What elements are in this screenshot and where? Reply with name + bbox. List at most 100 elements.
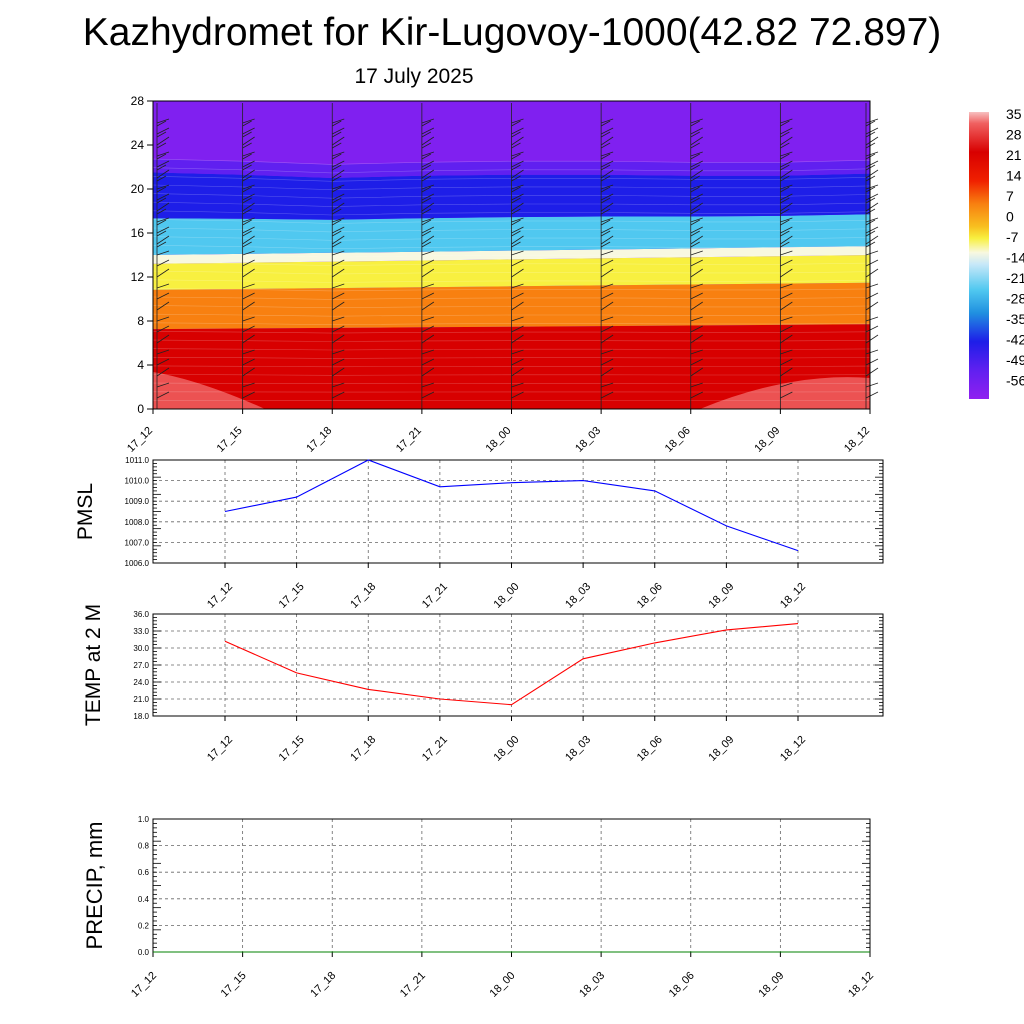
wind-barb: [421, 142, 432, 149]
wind-barb: [511, 169, 524, 179]
wind-barb: [332, 283, 345, 289]
wind-barb: [600, 160, 614, 168]
wind-barb: [690, 219, 700, 226]
x-tick-label: 18_12: [846, 970, 876, 1000]
colorbar-labels: 35 28 21 14 7 0 -7 -14 -21 -28 -35 -42 -49 -56: [1006, 106, 1024, 389]
x-tick-label: 17_15: [215, 425, 245, 455]
wind-barb: [690, 259, 703, 267]
series-line: [224, 623, 799, 706]
wind-barb: [780, 241, 790, 248]
wind-barb: [242, 186, 252, 193]
colorbar-label: 0: [1006, 209, 1014, 225]
wind-barb: [156, 283, 170, 289]
y-tick-label: 0.2: [138, 921, 150, 930]
wind-barb: [332, 349, 345, 355]
wind-barb: [332, 235, 345, 245]
wind-barb: [865, 151, 879, 157]
wind-barb: [156, 325, 170, 333]
wind-barb: [332, 164, 342, 171]
wind-barb: [600, 226, 614, 234]
wind-barb: [511, 334, 524, 344]
wind-barb: [780, 235, 793, 245]
wind-barb: [690, 226, 703, 234]
wind-barb: [690, 142, 700, 149]
wind-barb: [600, 241, 611, 248]
wind-barb: [511, 127, 524, 135]
wind-barb: [156, 391, 170, 399]
wind-barb: [421, 186, 432, 193]
colorbar-label: -56: [1006, 373, 1024, 389]
wind-barb: [156, 358, 170, 366]
wind-barb: [332, 136, 345, 146]
wind-barb: [156, 120, 167, 127]
wind-barb: [332, 202, 345, 212]
wind-barb: [865, 301, 879, 311]
wind-barb: [690, 250, 703, 256]
wind-barb: [421, 120, 432, 127]
wind-barb: [780, 316, 793, 322]
wind-barb: [690, 367, 703, 377]
cross-section-panel: 0 4 8 12 16 20 24 28 17_12 17_15 17_18 17_21 18_00 18…: [125, 94, 879, 455]
wind-barb: [421, 197, 432, 204]
wind-barb: [332, 219, 342, 226]
y-tick-label: 12: [131, 270, 145, 284]
wind-barb: [332, 325, 345, 333]
wind-barb: [600, 151, 614, 157]
wind-barb: [156, 136, 170, 146]
wind-barb: [421, 118, 435, 124]
x-tick-label: 18_00: [492, 734, 522, 764]
wind-barb: [600, 131, 611, 138]
wind-barb: [690, 169, 703, 179]
wind-barb: [421, 391, 435, 399]
wind-barb: [865, 226, 879, 234]
wind-barb: [600, 268, 614, 278]
wind-barb: [865, 259, 879, 267]
wind-barb: [242, 217, 255, 223]
wind-barb: [600, 367, 614, 377]
y-tick-label: 33.0: [133, 627, 149, 636]
wind-barb: [600, 193, 614, 201]
wind-barb: [511, 230, 521, 237]
wind-barb: [242, 334, 255, 344]
y-axis-title: PMSL: [74, 483, 97, 540]
x-tick-label: 17_12: [129, 970, 159, 1000]
x-tick-label: 18_00: [484, 425, 514, 455]
wind-barb: [690, 316, 703, 322]
wind-barb: [242, 136, 255, 146]
series-line: [224, 459, 799, 552]
wind-barb: [511, 164, 521, 171]
wind-barb: [242, 142, 252, 149]
wind-barb: [511, 153, 521, 160]
y-axis-title: PRECIP, mm: [82, 822, 107, 950]
wind-barb: [511, 226, 524, 234]
wind-barb: [600, 316, 614, 322]
wind-barb: [780, 391, 793, 399]
x-tick-label: 18_09: [706, 734, 736, 764]
wind-barb: [690, 292, 703, 300]
wind-barb: [156, 197, 167, 204]
wind-barb: [690, 349, 703, 355]
y-tick-label: 4: [137, 358, 144, 372]
y-tick-label: 1009.0: [125, 497, 150, 506]
wind-barb: [242, 208, 252, 215]
wind-barb: [600, 250, 614, 256]
wind-barb: [511, 120, 521, 127]
wind-barb: [242, 151, 255, 157]
wind-barb: [780, 136, 793, 146]
wind-barb: [421, 325, 435, 333]
x-tick-label: 18_09: [752, 425, 782, 455]
y-tick-label: 0.8: [138, 842, 150, 851]
x-tick-label: 17_18: [304, 425, 334, 455]
wind-barb: [511, 259, 524, 267]
wind-barb: [780, 131, 790, 138]
wind-barb: [421, 301, 435, 311]
wind-barb: [780, 325, 793, 333]
wind-barb: [690, 153, 700, 160]
wind-barb: [332, 217, 345, 223]
y-tick-label: 1.0: [138, 815, 150, 824]
wind-barb: [332, 127, 345, 135]
wind-barb: [421, 367, 435, 377]
wind-barb: [156, 316, 170, 322]
wind-barb: [511, 316, 524, 322]
wind-barb: [242, 164, 252, 171]
